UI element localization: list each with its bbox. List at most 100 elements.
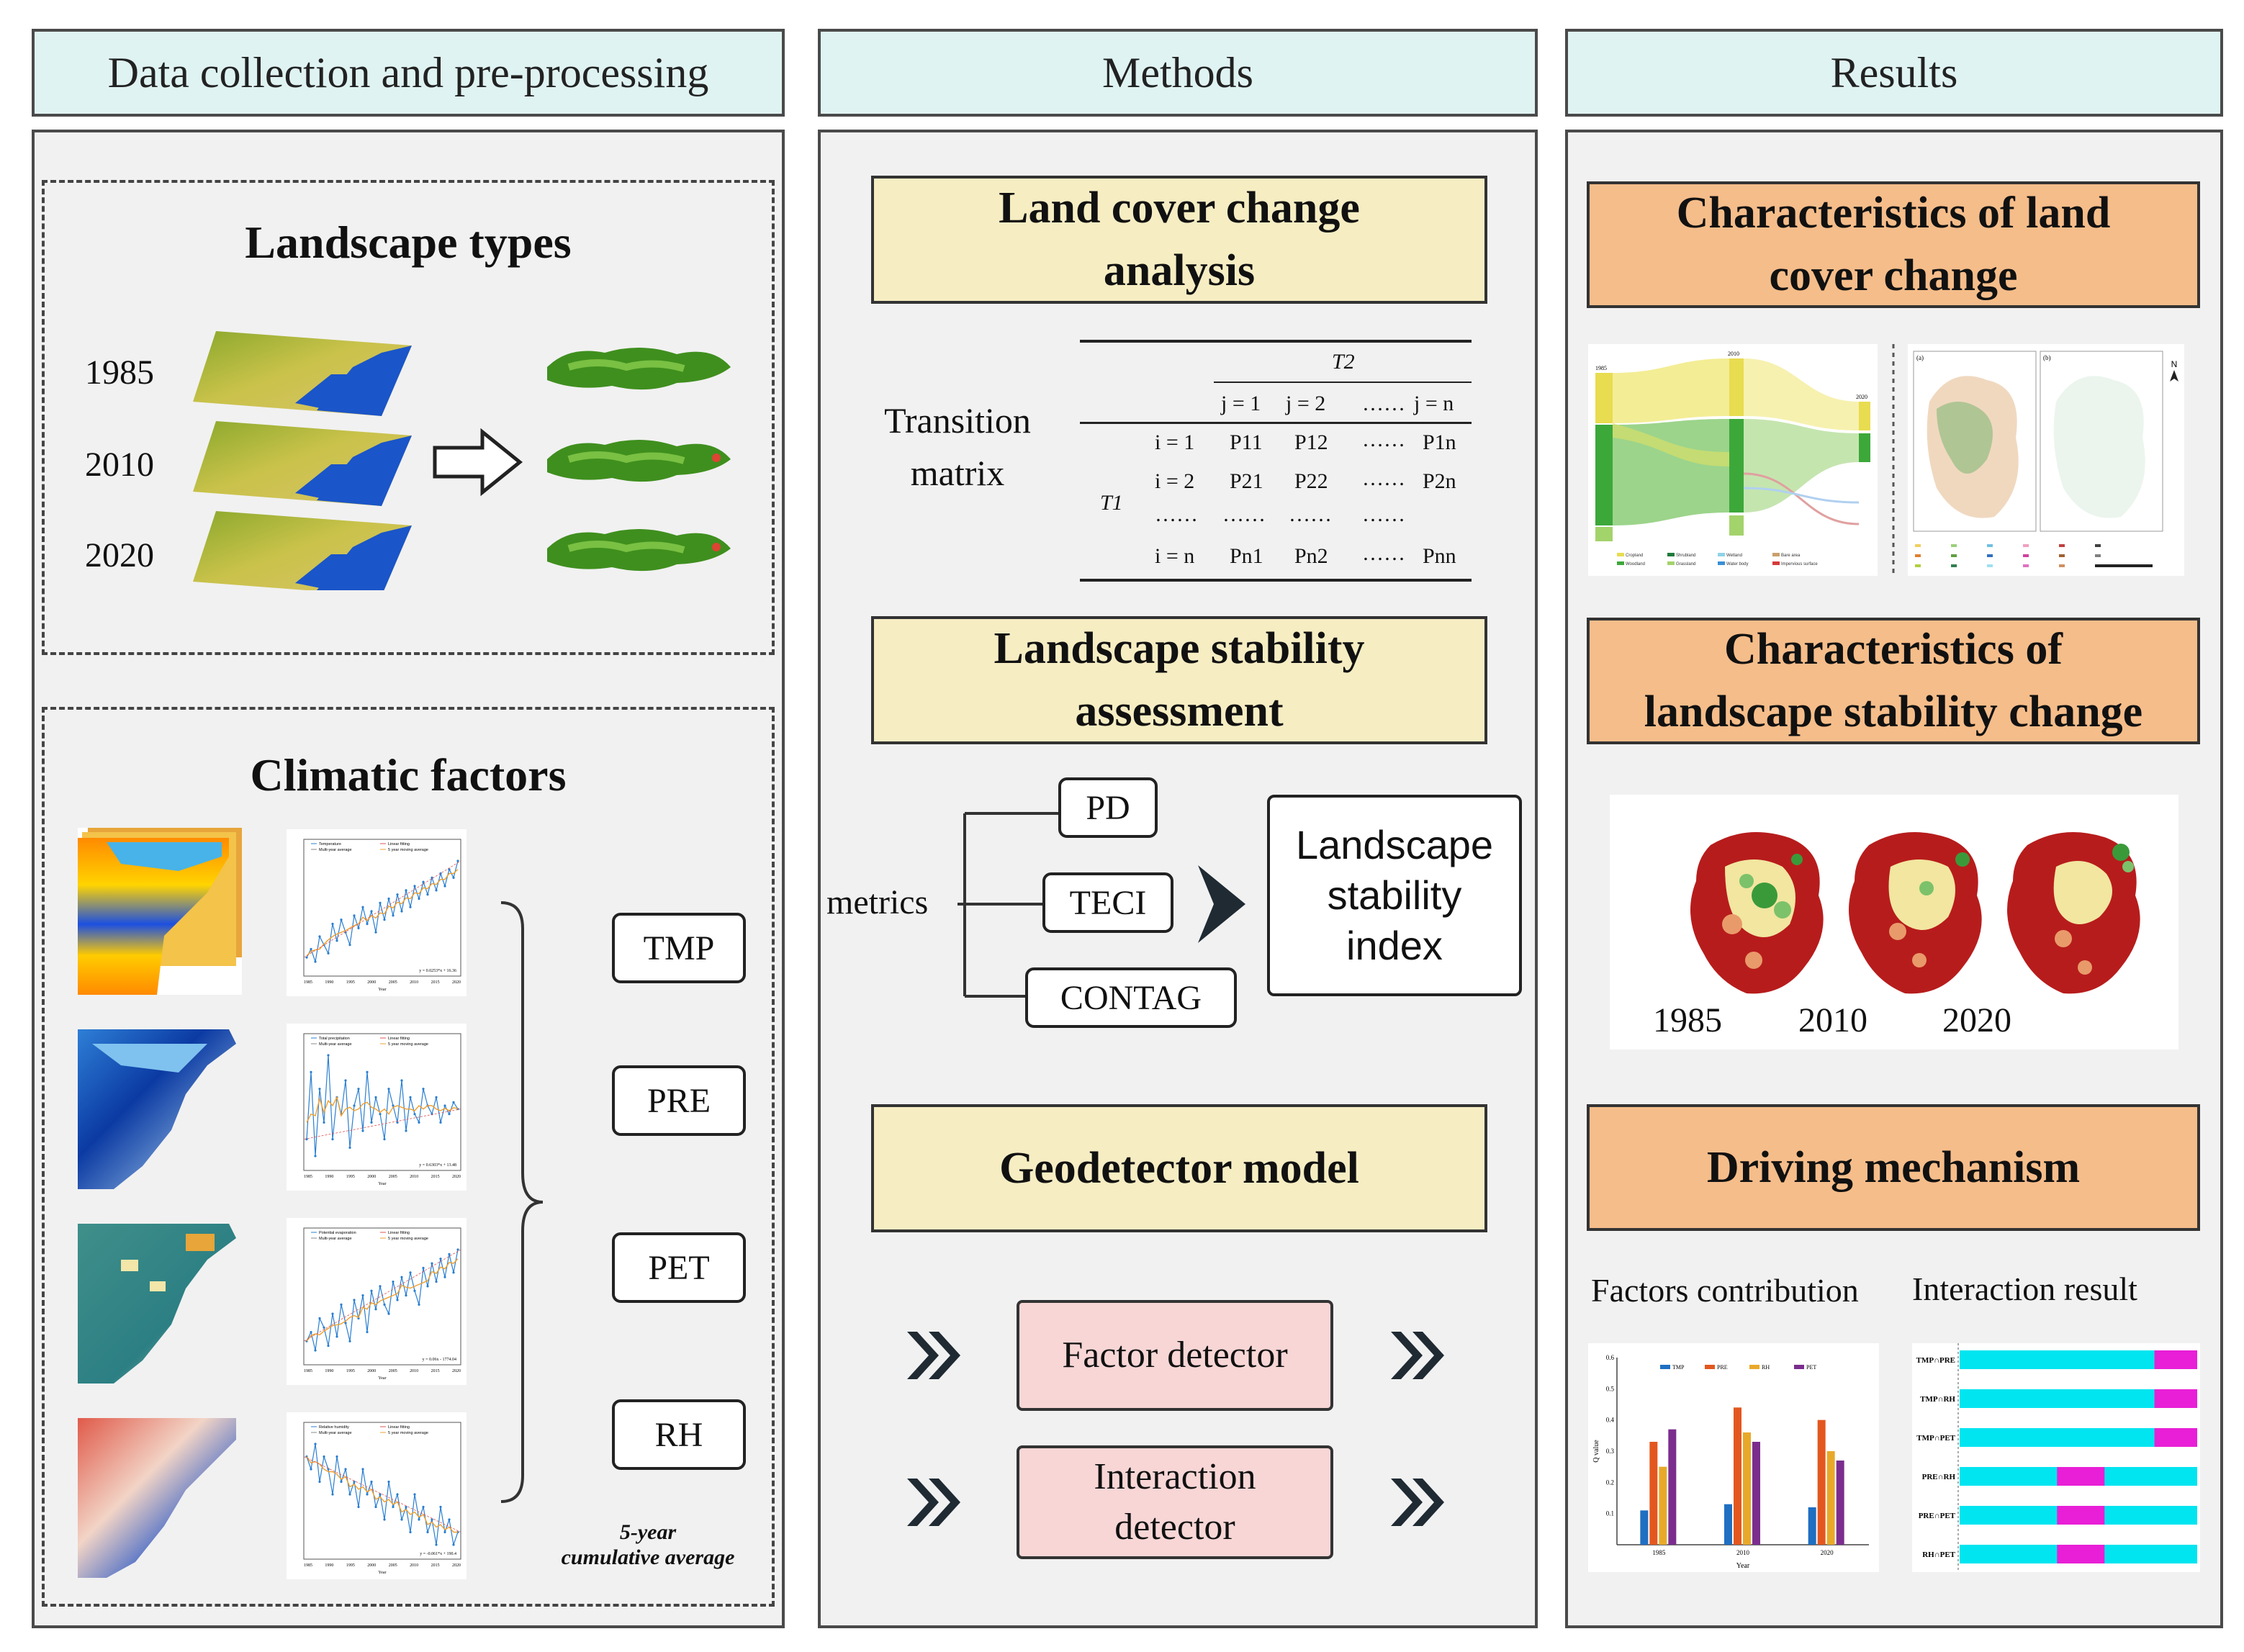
x-tick-label: 2000 [367, 1369, 376, 1373]
matrix-t2-label: T2 [1332, 350, 1355, 374]
series-point [396, 893, 399, 896]
series-point [327, 1054, 330, 1057]
five-year-note-line1: 5-year [619, 1520, 677, 1544]
matrix-cell: Pnn [1423, 544, 1456, 568]
land-cover-change-characteristics-box: Characteristics of land cover change [1587, 181, 2200, 308]
y-tick-label: 0.2 [1606, 1479, 1614, 1486]
series-point [409, 1096, 412, 1098]
x-tick-label: 1995 [346, 1369, 355, 1373]
moving-average-line [306, 1096, 459, 1123]
x-tick-label: 2010 [410, 1563, 418, 1568]
matrix-col-header: …… [1362, 392, 1405, 415]
series-point [379, 1113, 382, 1116]
series-point [448, 1518, 451, 1521]
series-point [452, 876, 455, 879]
series-point [396, 1121, 399, 1124]
x-axis-label: Year [378, 1376, 386, 1381]
x-tick-label: 1985 [304, 1563, 312, 1568]
x-tick-label: 2020 [452, 1175, 461, 1179]
series-point [387, 1088, 390, 1091]
stability-map-2020 [2007, 832, 2140, 994]
bar-tmp [1724, 1504, 1732, 1545]
transition-matrix: T2 T1 j = 1 j = 2 …… j = n i = 1 P11 P12… [1080, 340, 1472, 584]
moving-average-line [306, 1258, 459, 1342]
series-point [327, 1345, 330, 1348]
x-tick-label: 2015 [431, 1563, 440, 1568]
series-point [431, 1262, 433, 1265]
stability-year-1985: 1985 [1653, 1001, 1722, 1039]
series-point [331, 1138, 334, 1141]
series-point [370, 1289, 373, 1292]
series-point [310, 1330, 312, 1334]
series-point [439, 1258, 442, 1260]
equation-label: y = 0.0253*x + 16.36 [419, 969, 456, 973]
series-point [456, 859, 459, 862]
series-point [456, 1248, 459, 1251]
y-tick-label: 0.3 [1606, 1448, 1615, 1455]
series-point [431, 876, 433, 879]
x-tick-label: 1990 [325, 1369, 333, 1373]
stability-map-1985 [1690, 832, 1824, 994]
series-point [452, 1101, 455, 1103]
x-tick-label: 1985 [304, 980, 312, 985]
series-point [387, 897, 390, 901]
double-chevron-icon [1391, 1332, 1444, 1379]
matrix-cell: Pn2 [1294, 544, 1328, 568]
legend-label: Linear fitting [388, 1037, 410, 1041]
landscape-stability-change-box: Characteristics of landscape stability c… [1587, 618, 2200, 744]
matrix-cell: P21 [1230, 469, 1263, 493]
study-area-stack [547, 347, 731, 572]
matrix-cell: P22 [1294, 469, 1328, 493]
series-point [361, 1294, 364, 1297]
series-point [439, 1121, 442, 1124]
pre-timeseries-chart: Total precipitation Linear fitting Multi-y… [287, 1024, 467, 1191]
metric-pd: PD [1058, 777, 1158, 838]
plot-frame [303, 839, 461, 977]
metrics-label: metrics [826, 883, 929, 921]
x-tick-label: 2005 [389, 980, 397, 985]
x-tick-label: 2020 [1821, 1549, 1834, 1556]
sankey-diagram-thumbnail: 1985 2010 2020 Cropland Woodland Shrubla… [1588, 344, 1878, 576]
legend-swatch [1705, 1365, 1715, 1369]
x-tick-label: 2020 [452, 1563, 461, 1568]
series-point [435, 1096, 438, 1098]
landscape-stability-index-box: Landscape stability index [1267, 795, 1522, 996]
x-tick-label: 1985 [304, 1369, 312, 1373]
x-tick-label: 2010 [410, 1175, 418, 1179]
y-tick-label: 0.6 [1606, 1354, 1615, 1361]
series-point [396, 1299, 399, 1301]
series-point [323, 1121, 325, 1124]
series-line [306, 1443, 459, 1545]
chart-background [287, 1412, 467, 1579]
series-point [383, 918, 386, 921]
plot-frame [303, 1227, 461, 1366]
series-point [366, 1493, 369, 1496]
matrix-bottom-rule [1080, 579, 1472, 582]
series-point [310, 947, 312, 951]
series-point [357, 1317, 360, 1320]
y-tick-label: 0.5 [1606, 1385, 1615, 1392]
legend-swatch [1794, 1365, 1804, 1369]
legend-label: 5 year moving average [388, 848, 428, 852]
series-point [335, 1335, 338, 1338]
climatic-factors-title: Climatic factors [250, 749, 567, 800]
series-point [323, 1326, 325, 1329]
interaction-segment [2057, 1545, 2105, 1563]
legend-label: Linear fitting [388, 1425, 410, 1430]
chevron-right-icon [1198, 865, 1245, 943]
sankey-legend-item: Cropland [1626, 554, 1643, 558]
series-point [405, 889, 407, 892]
series-point [443, 885, 446, 888]
series-point [327, 1468, 330, 1471]
five-year-note-line2: cumulative average [561, 1545, 735, 1569]
series-point [392, 1505, 395, 1509]
x-tick-label: 1990 [325, 1175, 333, 1179]
factors-contribution-chart: 0.1 0.2 0.3 0.4 0.5 0.6 Q value Year 1985 2010 202… [1588, 1343, 1879, 1572]
equation-label: y = -0.061*x + 190.4 [420, 1552, 456, 1556]
legend-label: Temperature [319, 842, 341, 847]
interaction-result-label: Interaction result [1912, 1270, 2137, 1307]
matrix-cell: …… [1289, 502, 1332, 526]
matrix-cell: P12 [1294, 430, 1328, 454]
matrix-cell: Pn1 [1230, 544, 1263, 568]
equation-label: y = 0.6303*x + 13.48 [419, 1163, 456, 1168]
